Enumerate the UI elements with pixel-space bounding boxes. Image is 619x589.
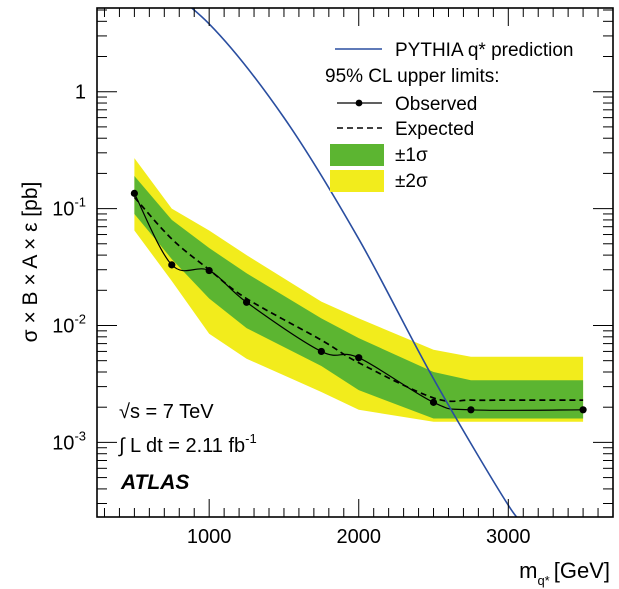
x-axis-title: mq* [GeV]: [519, 558, 610, 588]
y-tick-label: 1: [75, 82, 86, 104]
observed-point: [317, 347, 325, 356]
y-tick-label: 10-3: [52, 428, 86, 454]
observed-point: [242, 298, 251, 306]
y-tick-label: 10-2: [52, 311, 86, 337]
y-tick-base: 1: [75, 82, 86, 104]
y-tick-exponent: -1: [74, 195, 86, 210]
atlas-label: ATLAS: [120, 471, 189, 494]
legend-header: 95% CL upper limits:: [325, 66, 500, 87]
expected-limit-line: [133, 196, 584, 403]
legend-band2-label: ±2σ: [395, 171, 428, 192]
y-tick-label: 10-1: [52, 195, 86, 221]
legend-observed-marker: [355, 99, 363, 107]
x-axis-title-unit: [GeV]: [554, 558, 610, 583]
y-tick-exponent: -2: [74, 311, 86, 326]
observed-point: [355, 354, 363, 362]
y-tick-base: 10: [52, 432, 74, 454]
uncertainty-bands: [134, 158, 584, 422]
pythia-prediction-line: [190, 8, 518, 517]
x-tick-label: 1000: [187, 526, 232, 548]
observed-point: [205, 266, 213, 275]
sqrt-s-annotation: √s = 7 TeV: [119, 401, 214, 423]
legend-observed-label: Observed: [395, 94, 477, 115]
luminosity-annotation: ∫ L dt = 2.11 fb-1: [118, 431, 257, 457]
legend-band1-label: ±1σ: [395, 145, 428, 166]
x-tick-label: 2000: [336, 526, 381, 548]
legend-expected-label: Expected: [395, 119, 474, 140]
luminosity-text: ∫ L dt = 2.11 fb: [118, 435, 245, 457]
y-axis-title: σ × B × A × ε [pb]: [19, 182, 42, 343]
plot-frame: [96, 7, 614, 518]
observed-point: [130, 189, 138, 197]
legend-band1-swatch: [330, 144, 384, 166]
x-tick-label: 3000: [486, 526, 531, 548]
observed-point: [168, 261, 176, 269]
observed-point: [579, 406, 587, 414]
legend-prediction-label: PYTHIA q* prediction: [395, 40, 573, 61]
observed-point: [429, 398, 438, 406]
axis-ticks: [97, 8, 614, 517]
observed-point: [467, 406, 475, 414]
x-axis-title-subscript: q*: [537, 573, 549, 588]
y-tick-base: 10: [52, 315, 74, 337]
legend: PYTHIA q* prediction 95% CL upper limits…: [325, 40, 573, 192]
band-2sigma: [134, 158, 584, 422]
x-axis-title-symbol: m: [519, 558, 537, 583]
band-1sigma: [134, 176, 584, 419]
observed-markers: [130, 189, 587, 414]
y-tick-base: 10: [52, 199, 74, 221]
y-tick-exponent: -3: [74, 428, 86, 443]
luminosity-exponent: -1: [245, 431, 257, 446]
legend-band2-swatch: [330, 170, 384, 192]
